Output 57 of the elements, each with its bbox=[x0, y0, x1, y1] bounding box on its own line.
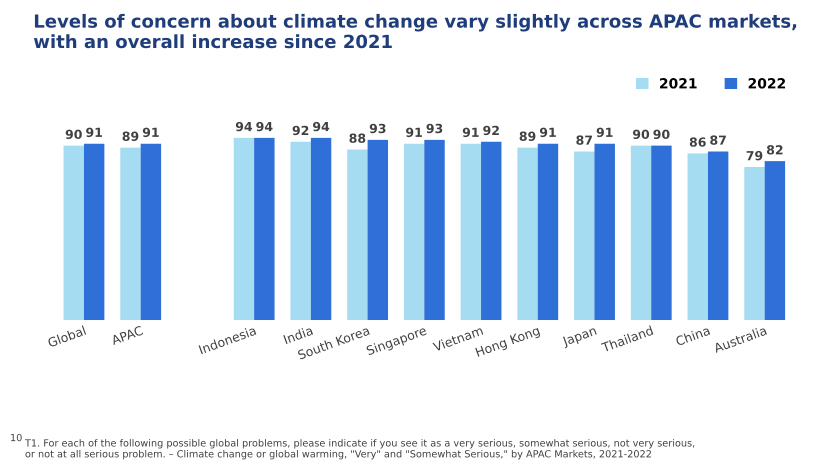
data-label: 82 bbox=[766, 145, 783, 155]
data-label: 79 bbox=[746, 150, 762, 160]
data-label: 92 bbox=[292, 126, 308, 136]
bar bbox=[594, 144, 615, 320]
chart-title: Levels of concern about climate change vary slightly across APAC markets, with an overall increase since 2021 bbox=[34, 14, 796, 48]
legend-label: 2022 bbox=[748, 78, 786, 89]
data-label: 93 bbox=[370, 124, 386, 134]
text: T1. For each of the following possible global problems, please indicate if you see it as a very serious, somewhat serious, not very serious, or not at all serious problem. – Climate change or global warming, "Very" and "Somewhat Serious," by APAC Markets, 2021-2022 bbox=[24, 439, 694, 460]
bar bbox=[120, 148, 141, 320]
bar bbox=[744, 166, 765, 320]
bar bbox=[140, 144, 162, 320]
data-label: 93 bbox=[426, 124, 442, 134]
text: 10 bbox=[11, 434, 22, 442]
data-label: 90 bbox=[653, 130, 670, 140]
bar bbox=[651, 146, 672, 320]
bar bbox=[310, 138, 332, 320]
data-label: 94 bbox=[236, 122, 252, 132]
bar bbox=[84, 144, 104, 320]
data-label: 91 bbox=[462, 128, 479, 138]
bar bbox=[688, 153, 708, 320]
bar bbox=[347, 150, 368, 320]
data-label: 92 bbox=[483, 126, 499, 136]
data-label: 89 bbox=[520, 132, 536, 141]
data-label: 87 bbox=[710, 135, 726, 145]
data-label: 91 bbox=[406, 128, 422, 138]
bar bbox=[368, 140, 388, 320]
bar bbox=[290, 142, 311, 320]
bar bbox=[574, 151, 594, 320]
bar bbox=[538, 144, 558, 320]
data-label: 91 bbox=[142, 128, 159, 138]
bar bbox=[708, 151, 728, 320]
x-tick-label: Japan bbox=[561, 326, 598, 349]
bar bbox=[764, 161, 786, 320]
data-label: 87 bbox=[576, 135, 592, 145]
data-label: 94 bbox=[256, 122, 272, 132]
x-tick-label: China bbox=[675, 325, 710, 346]
bar bbox=[254, 138, 275, 320]
data-label: 88 bbox=[349, 133, 366, 143]
bar bbox=[630, 146, 652, 320]
data-label: 89 bbox=[122, 132, 138, 141]
legend-label: 2021 bbox=[660, 78, 697, 89]
x-tick-label: Global bbox=[47, 325, 86, 348]
bar bbox=[517, 148, 538, 320]
bar bbox=[424, 140, 445, 320]
bar bbox=[64, 146, 84, 320]
data-label: 94 bbox=[313, 122, 330, 132]
x-tick-label: APAC bbox=[110, 325, 144, 346]
data-label: 86 bbox=[690, 137, 706, 147]
data-label: 90 bbox=[632, 130, 650, 140]
bar bbox=[460, 144, 482, 320]
bar bbox=[234, 138, 254, 320]
data-label: 91 bbox=[86, 128, 102, 138]
bar bbox=[481, 142, 502, 320]
data-label: 90 bbox=[66, 130, 82, 140]
bar bbox=[404, 144, 424, 320]
data-label: 91 bbox=[596, 128, 613, 138]
data-label: 91 bbox=[540, 128, 556, 138]
